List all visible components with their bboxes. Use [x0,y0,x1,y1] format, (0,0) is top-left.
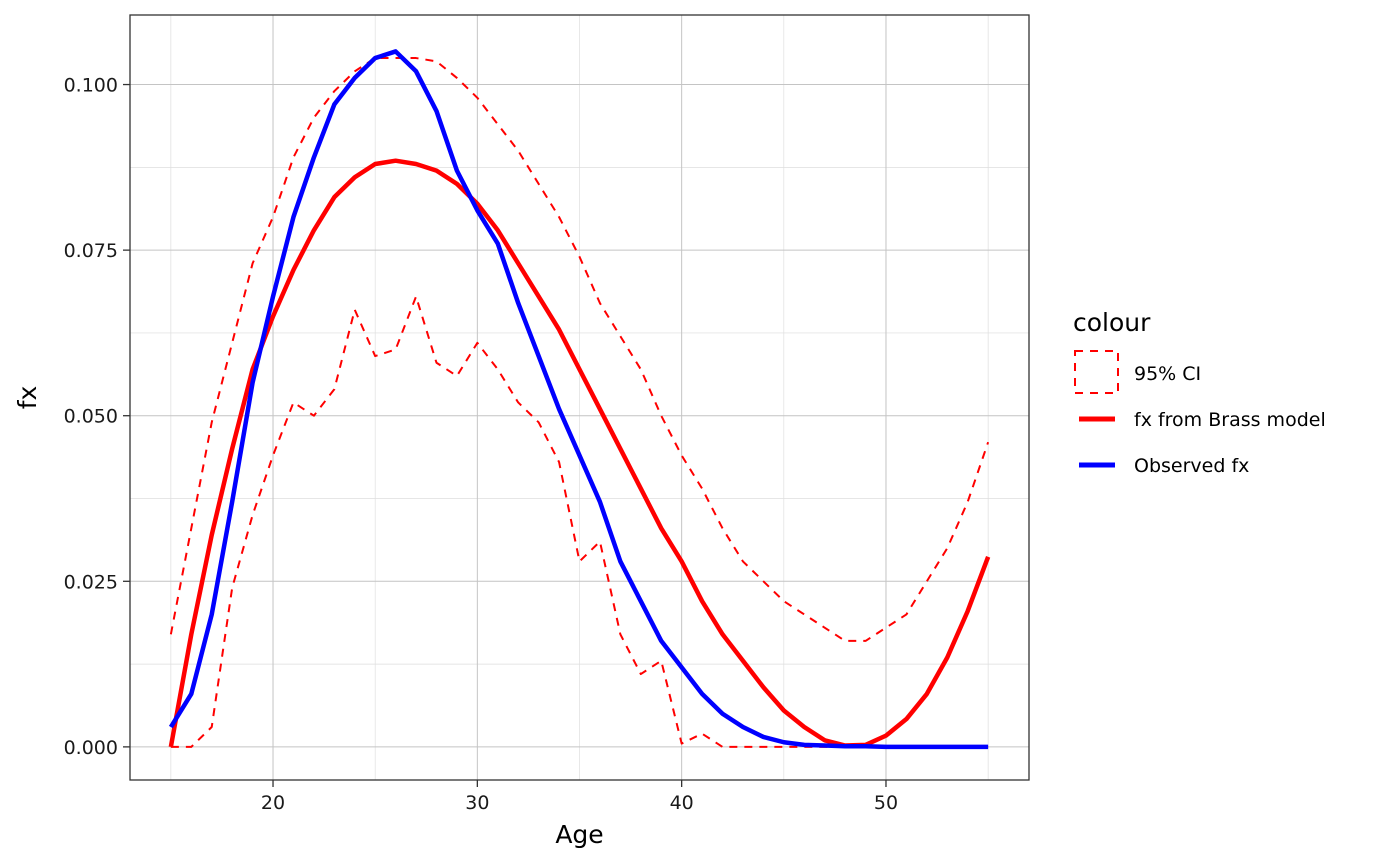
y-axis-title: fx [13,386,42,410]
legend-label-brass: fx from Brass model [1134,409,1326,431]
minor-gridlines [130,15,1029,780]
legend-title: colour [1073,308,1151,337]
series-line-observed-fx [168,49,989,750]
legend-label-observed: Observed fx [1134,455,1249,477]
y-tick-label: 0.000 [64,737,118,759]
y-axis: 0.000 0.025 0.050 0.075 0.100 [64,75,130,759]
legend-item-observed: Observed fx [1079,455,1249,477]
y-tick-label: 0.075 [64,240,118,262]
x-tick-label: 50 [874,792,898,814]
y-tick-label: 0.050 [64,406,118,428]
x-tick-label: 30 [465,792,489,814]
legend-item-brass: fx from Brass model [1079,409,1326,431]
y-tick-label: 0.025 [64,571,118,593]
legend: colour 95% CI fx from Brass model Observ… [1073,308,1326,477]
legend-item-ci: 95% CI [1074,350,1201,394]
plot-panel-border [129,14,1030,781]
y-tick-label: 0.100 [64,75,118,97]
x-axis-title: Age [555,820,603,849]
legend-key-ci [1074,350,1119,394]
series-layer [168,49,991,750]
x-tick-label: 20 [261,792,285,814]
legend-label-ci: 95% CI [1134,363,1201,385]
x-axis: 20 30 40 50 [261,780,898,814]
x-tick-label: 40 [670,792,694,814]
series-line-95-ci-upper [169,57,990,642]
